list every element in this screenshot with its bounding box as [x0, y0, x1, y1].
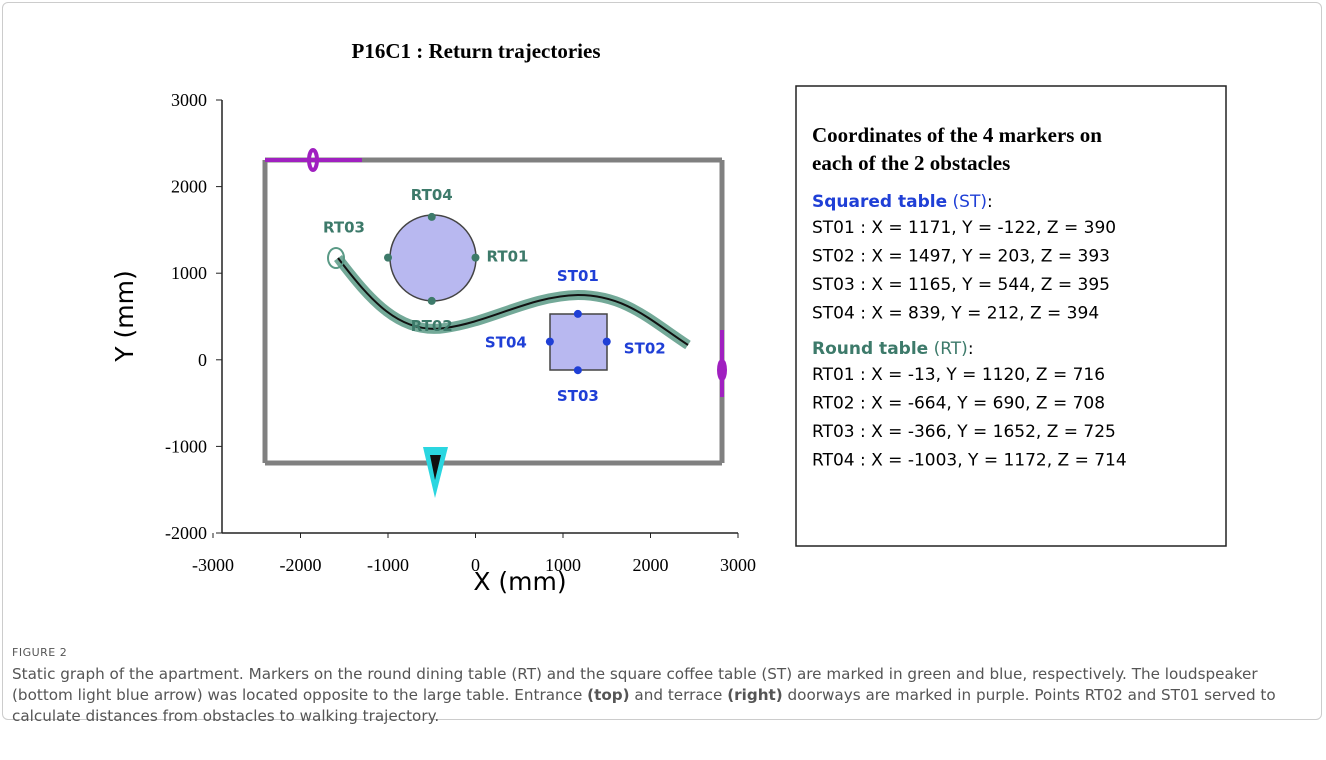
marker-label: RT01 [487, 248, 529, 266]
caption-part: and terrace [629, 686, 728, 704]
round-table [389, 214, 477, 302]
chart-title: P16C1 : Return trajectories [352, 39, 601, 63]
x-tick-label: -2000 [280, 555, 322, 575]
squared-heading: Squared table (ST): [812, 192, 993, 212]
table-abbr: (ST) [953, 192, 987, 212]
x-tick-label: 1000 [545, 555, 581, 575]
marker [427, 212, 436, 221]
marker [545, 337, 554, 346]
y-tick-label: 2000 [171, 177, 207, 197]
table-name: Round table [812, 339, 928, 359]
caption-label: FIGURE 2 [12, 646, 68, 659]
marker [384, 253, 392, 262]
caption-part: (right) [727, 686, 783, 704]
marker-label: RT02 [411, 317, 453, 335]
marker [427, 296, 436, 305]
trajectory-spread [334, 254, 691, 350]
y-tick-label: 1000 [171, 263, 207, 283]
marker [602, 337, 611, 346]
coordinate-line: RT02 : X = -664, Y = 690, Z = 708 [812, 394, 1105, 414]
table-abbr: (RT) [934, 339, 968, 359]
coordinate-line: ST02 : X = 1497, Y = 203, Z = 393 [812, 247, 1110, 267]
marker-label: ST01 [557, 267, 599, 285]
marker-label: RT03 [323, 219, 365, 237]
y-tick-label: -1000 [165, 436, 207, 456]
coordinate-line: ST01 : X = 1171, Y = -122, Z = 390 [812, 218, 1116, 238]
marker-label: RT04 [411, 186, 453, 204]
suffix: : [987, 192, 993, 212]
marker [573, 366, 582, 375]
loudspeaker-inner [430, 455, 441, 480]
caption-part: Static graph of the apartment. Markers o… [12, 665, 1258, 704]
x-tick-label: 2000 [633, 555, 669, 575]
marker-label: ST04 [485, 334, 527, 352]
y-axis-label: Y (mm) [110, 270, 139, 362]
y-tick-label: -2000 [165, 523, 207, 543]
trajectory-start [327, 247, 345, 269]
y-tick-label: 3000 [171, 90, 207, 110]
marker [573, 309, 582, 318]
coordinate-line: RT03 : X = -366, Y = 1652, Z = 725 [812, 422, 1116, 442]
suffix: : [968, 339, 974, 359]
caption-part: doorways are marked in purple. Points RT… [12, 686, 1276, 725]
square-table [549, 313, 608, 371]
x-axis-label: X (mm) [473, 567, 566, 596]
marker [471, 253, 480, 262]
x-tick-label: 0 [471, 555, 480, 575]
coordinate-line: RT01 : X = -13, Y = 1120, Z = 716 [812, 365, 1105, 385]
x-tick-label: -3000 [192, 555, 234, 575]
chart: P16C1 : Return trajectories X (mm) Y (mm… [110, 39, 1227, 596]
table-name: Squared table [812, 192, 947, 212]
figure-frame [2, 2, 1322, 720]
x-tick-label: 3000 [720, 555, 756, 575]
coordinates-box [795, 85, 1227, 547]
box-heading: Coordinates of the 4 markers on [812, 123, 1102, 147]
box-heading: each of the 2 obstacles [812, 151, 1010, 175]
coordinate-line: RT04 : X = -1003, Y = 1172, Z = 714 [812, 451, 1127, 471]
trajectory-mean [337, 257, 689, 346]
caption-text: Static graph of the apartment. Markers o… [12, 664, 1312, 727]
marker-label: ST03 [557, 387, 599, 405]
coordinate-line: ST03 : X = 1165, Y = 544, Z = 395 [812, 275, 1110, 295]
x-tick-label: -1000 [367, 555, 409, 575]
marker-label: ST02 [624, 340, 666, 358]
coordinate-line: ST04 : X = 839, Y = 212, Z = 394 [812, 304, 1099, 324]
doorways [265, 148, 727, 397]
caption-part: (top) [587, 686, 630, 704]
round-heading: Round table (RT): [812, 339, 974, 359]
y-tick-label: 0 [198, 350, 207, 370]
